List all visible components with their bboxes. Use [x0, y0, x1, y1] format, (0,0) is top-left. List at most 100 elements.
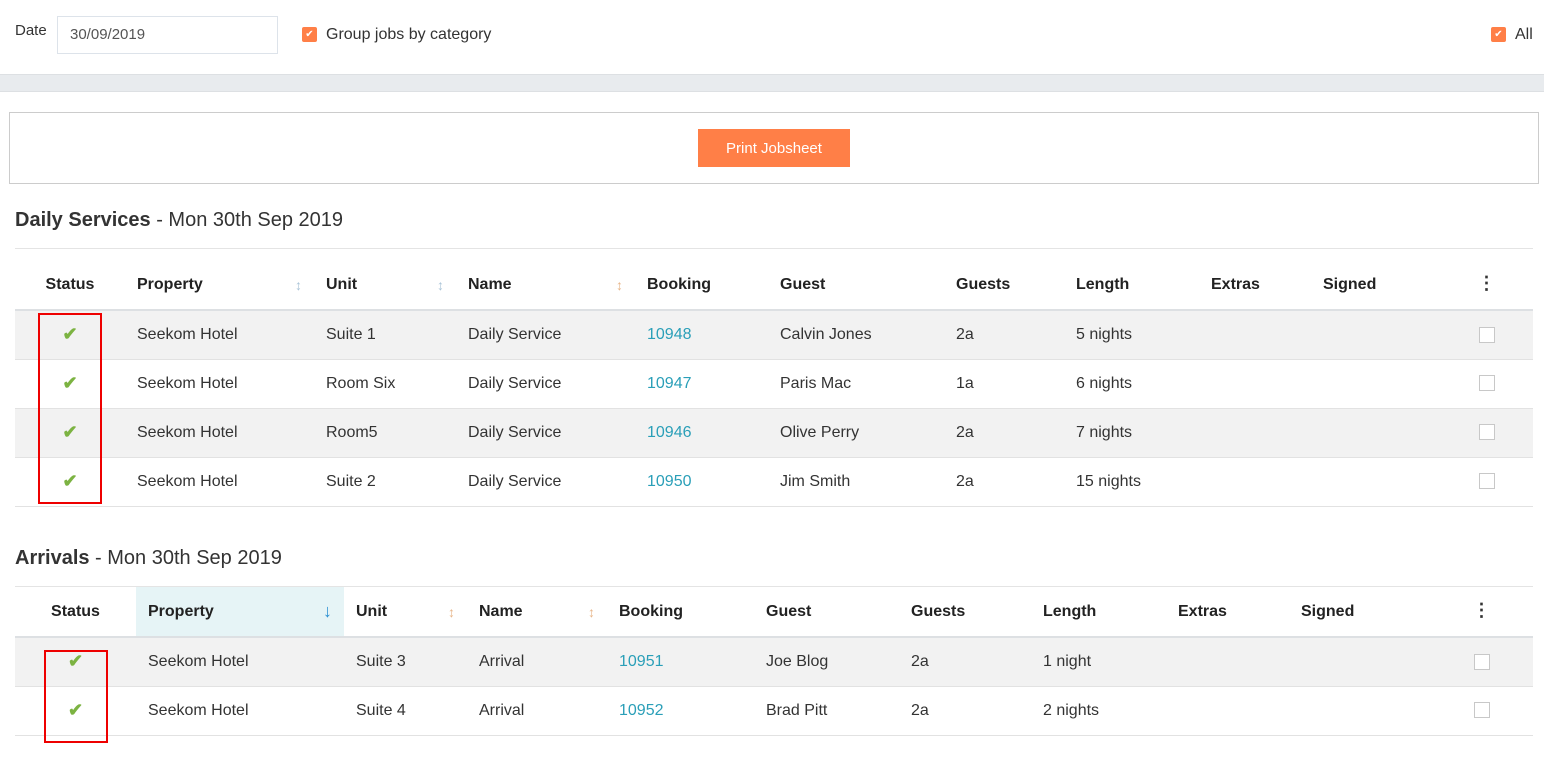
check-icon: ✔ — [62, 324, 78, 345]
column-header-label: Name — [479, 602, 523, 620]
cell-guests: 2a — [944, 457, 1064, 507]
check-icon: ✔ — [67, 700, 84, 720]
row-checkbox[interactable] — [1478, 375, 1495, 392]
column-header-property[interactable]: Property ↓ — [136, 587, 344, 638]
column-menu[interactable]: ⋮ — [1430, 587, 1533, 638]
cell-property: Seekom Hotel — [125, 408, 314, 458]
booking-link[interactable]: 10946 — [647, 423, 692, 441]
column-menu[interactable]: ⋮ — [1440, 260, 1533, 311]
booking-link[interactable]: 10952 — [619, 701, 664, 719]
cell-booking: 10946 — [635, 408, 768, 458]
column-header-signed: Signed — [1311, 260, 1440, 311]
section-title-daily-services: Daily Services - Mon 30th Sep 2019 — [15, 209, 343, 232]
cell-length: 15 nights — [1064, 457, 1199, 507]
property-value: Seekom Hotel — [137, 325, 238, 343]
arrivals-table: Status Property ↓ Unit ↕ Name ↕ Booking Guest Gue… — [15, 587, 1533, 736]
column-header-label: Property — [148, 602, 214, 620]
column-header-unit[interactable]: Unit ↕ — [344, 587, 467, 638]
guests-value: 2a — [956, 423, 974, 441]
booking-link[interactable]: 10948 — [647, 325, 692, 343]
cell-property: Seekom Hotel — [136, 686, 344, 736]
sort-icon[interactable]: ↕ — [588, 604, 595, 620]
column-header-label: Unit — [326, 275, 358, 293]
property-value: Seekom Hotel — [148, 701, 249, 719]
length-value: 6 nights — [1076, 374, 1133, 392]
check-icon: ✔ — [62, 471, 78, 491]
guests-value: 2a — [956, 472, 974, 490]
column-header-name[interactable]: Name ↕ — [467, 587, 607, 638]
sort-icon[interactable]: ↕ — [295, 277, 302, 293]
more-vertical-icon[interactable]: ⋮ — [1477, 272, 1496, 293]
column-header-booking: Booking — [607, 587, 754, 638]
unit-value: Suite 4 — [356, 701, 406, 719]
cell-unit: Suite 2 — [314, 457, 456, 507]
unit-value: Room5 — [326, 423, 378, 441]
cell-unit: Suite 3 — [344, 637, 467, 687]
guests-value: 2a — [911, 701, 929, 719]
column-header-unit[interactable]: Unit ↕ — [314, 260, 456, 311]
date-label: Date — [15, 22, 47, 39]
all-checkbox[interactable]: ✔ — [1491, 27, 1506, 42]
group-jobs-checkbox[interactable]: ✔ — [302, 27, 317, 42]
length-value: 7 nights — [1076, 423, 1133, 441]
column-header-status: Status — [15, 260, 125, 311]
cell-name: Daily Service — [456, 457, 635, 507]
guests-value: 1a — [956, 374, 974, 392]
booking-link[interactable]: 10947 — [647, 374, 692, 392]
date-input[interactable]: 30/09/2019 — [57, 16, 278, 54]
cell-booking: 10951 — [607, 637, 754, 687]
sort-descending-icon[interactable]: ↓ — [323, 601, 332, 621]
cell-status: ✔ — [15, 310, 125, 360]
cell-name: Arrival — [467, 686, 607, 736]
print-panel: Print Jobsheet — [9, 112, 1539, 184]
cell-guests: 1a — [944, 359, 1064, 409]
cell-select — [1440, 359, 1533, 409]
filter-bar: Date 30/09/2019 ✔ Group jobs by category… — [0, 0, 1544, 74]
sort-icon[interactable]: ↕ — [437, 277, 444, 293]
sort-icon[interactable]: ↕ — [616, 277, 623, 293]
cell-guests: 2a — [899, 637, 1031, 687]
column-header-extras: Extras — [1166, 587, 1289, 638]
cell-status: ✔ — [15, 637, 136, 687]
sort-icon[interactable]: ↕ — [448, 604, 455, 620]
print-jobsheet-button[interactable]: Print Jobsheet — [698, 129, 850, 167]
guest-value: Calvin Jones — [780, 325, 872, 343]
cell-name: Daily Service — [456, 359, 635, 409]
cell-booking: 10947 — [635, 359, 768, 409]
row-checkbox[interactable] — [1478, 473, 1495, 490]
column-header-label: Signed — [1323, 275, 1377, 293]
guest-value: Jim Smith — [780, 472, 851, 490]
name-value: Daily Service — [468, 423, 562, 441]
cell-extras — [1199, 457, 1311, 507]
column-header-label: Status — [45, 275, 95, 293]
cell-extras — [1199, 310, 1311, 360]
check-icon: ✔ — [62, 422, 78, 442]
unit-value: Room Six — [326, 374, 396, 392]
row-checkbox[interactable] — [1473, 653, 1490, 670]
cell-unit: Suite 1 — [314, 310, 456, 360]
row-checkbox[interactable] — [1473, 702, 1490, 719]
all-label[interactable]: All — [1515, 26, 1533, 43]
cell-extras — [1199, 359, 1311, 409]
column-header-booking: Booking — [635, 260, 768, 311]
column-header-name[interactable]: Name ↕ — [456, 260, 635, 311]
column-header-label: Extras — [1211, 275, 1260, 293]
cell-property: Seekom Hotel — [136, 637, 344, 687]
column-header-label: Guest — [780, 275, 826, 293]
cell-signed — [1311, 457, 1440, 507]
column-header-label: Booking — [619, 602, 683, 620]
booking-link[interactable]: 10951 — [619, 652, 664, 670]
more-vertical-icon[interactable]: ⋮ — [1472, 599, 1491, 620]
property-value: Seekom Hotel — [137, 423, 238, 441]
row-checkbox[interactable] — [1478, 326, 1495, 343]
column-header-length: Length — [1031, 587, 1166, 638]
guests-value: 2a — [911, 652, 929, 670]
section-date: - Mon 30th Sep 2019 — [150, 209, 344, 231]
column-header-property[interactable]: Property ↕ — [125, 260, 314, 311]
length-value: 5 nights — [1076, 325, 1133, 343]
group-jobs-label[interactable]: Group jobs by category — [326, 26, 492, 43]
row-checkbox[interactable] — [1478, 424, 1495, 441]
booking-link[interactable]: 10950 — [647, 472, 692, 490]
daily-services-table: Status Property ↕ Unit ↕ Name ↕ Booking Guest Gue… — [15, 260, 1533, 507]
column-header-label: Extras — [1178, 602, 1227, 620]
